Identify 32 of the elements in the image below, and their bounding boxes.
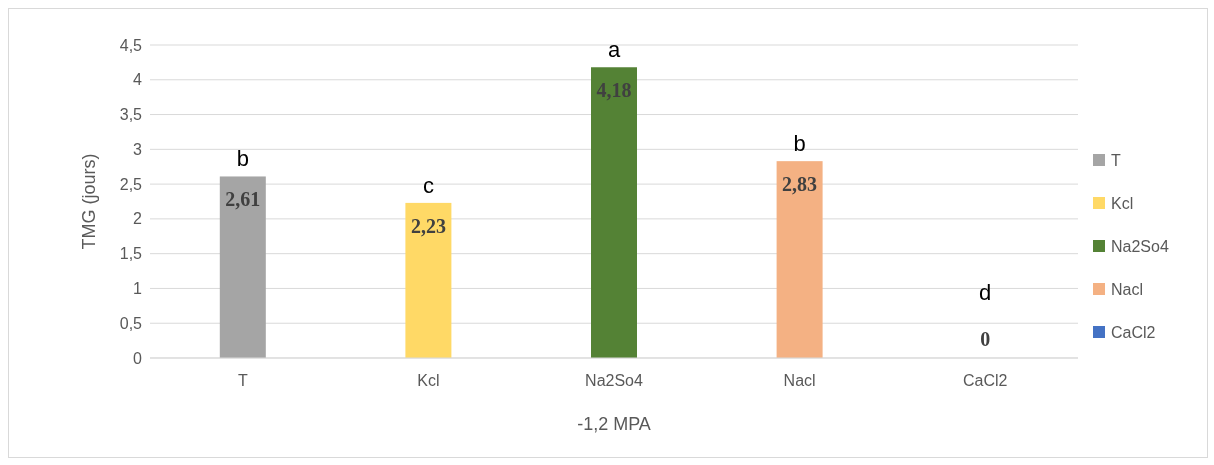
annotation: d [979, 280, 992, 305]
y-tick-label: 2 [133, 210, 143, 228]
y-tick-label: 4,5 [119, 36, 143, 54]
x-tick-label: T [237, 372, 248, 389]
legend-label: Na2So4 [1111, 237, 1169, 255]
annotation: b [793, 131, 806, 157]
y-tick-label: 1 [133, 280, 143, 298]
legend-label: Kcl [1111, 194, 1134, 212]
legend-label: Nacl [1111, 280, 1144, 298]
annotation: b [236, 146, 249, 172]
data-label: 4,18 [596, 79, 632, 102]
x-axis-title: -1,2 MPA [577, 414, 651, 434]
y-tick-label: 3 [133, 140, 143, 158]
y-tick-label: 0,5 [119, 314, 143, 332]
y-tick-label: 2,5 [119, 175, 143, 193]
x-tick-label: Kcl [417, 372, 440, 389]
legend-label: T [1111, 151, 1121, 169]
x-tick-label: CaCl2 [962, 372, 1008, 389]
data-label: 2,61 [225, 188, 261, 211]
annotation: c [422, 172, 434, 198]
y-tick-label: 3,5 [119, 106, 143, 124]
y-axis-title: TMG (jours) [79, 153, 99, 250]
x-tick-label: Na2So4 [585, 372, 644, 389]
y-tick-label: 4 [133, 71, 143, 89]
x-tick-label: Nacl [783, 372, 816, 389]
legend-label: CaCl2 [1111, 323, 1156, 341]
data-label: 0 [980, 328, 991, 350]
data-label: 2,83 [782, 173, 818, 196]
y-tick-label: 0 [133, 349, 143, 367]
annotation: a [607, 37, 621, 63]
data-label: 2,23 [410, 214, 446, 237]
y-tick-label: 1,5 [119, 245, 143, 263]
